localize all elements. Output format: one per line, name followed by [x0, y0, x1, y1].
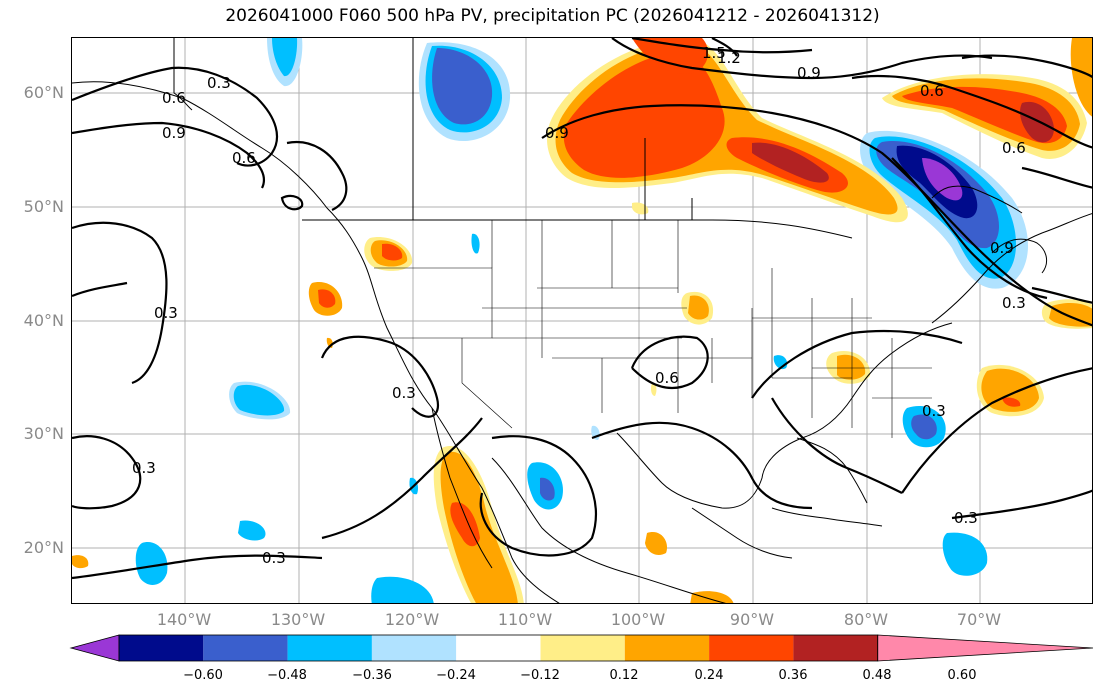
contour-label: 1.2	[717, 49, 741, 67]
colorbar-segment	[793, 635, 878, 661]
lon-label-70w: 70°W	[956, 610, 1002, 629]
colorbar-label: 0.48	[862, 668, 892, 683]
contour-label: 0.9	[797, 64, 821, 82]
colorbar-label: 0.12	[609, 668, 639, 683]
lon-label-90w: 90°W	[729, 610, 775, 629]
colorbar-segment	[877, 634, 1094, 662]
lat-label-40n: 40°N	[23, 311, 64, 330]
contour-label: 0.3	[262, 549, 286, 567]
contour-label: 0.3	[922, 402, 946, 420]
map-canvas: 0.3 0.6 0.9 1.2 1.5 0.9 0.6 0.9 0.3 0.3 …	[72, 38, 1092, 603]
map-panel: 0.3 0.6 0.9 1.2 1.5 0.9 0.6 0.9 0.3 0.3 …	[71, 37, 1093, 604]
lon-label-80w: 80°W	[843, 610, 889, 629]
contour-label: 0.9	[162, 124, 186, 142]
precip-positive-anomalies	[72, 38, 1092, 603]
colorbar-label: −0.60	[183, 668, 223, 683]
lon-label-100w: 100°W	[610, 610, 666, 629]
colorbar-label: 0.36	[778, 668, 808, 683]
colorbar-label: 0.24	[694, 668, 724, 683]
colorbar-label: −0.12	[520, 668, 560, 683]
lat-label-50n: 50°N	[23, 197, 64, 216]
colorbar-segment	[119, 635, 204, 661]
lon-label-110w: 110°W	[497, 610, 553, 629]
contour-label: 0.3	[132, 459, 156, 477]
contour-label: 0.6	[232, 149, 256, 167]
contour-label: 0.3	[392, 384, 416, 402]
colorbar-segment	[203, 635, 288, 661]
colorbar-segment	[624, 635, 710, 661]
colorbar-label: 0.60	[947, 668, 977, 683]
contour-label: 0.3	[954, 509, 978, 527]
lat-label-60n: 60°N	[23, 83, 64, 102]
lon-label-120w: 120°W	[384, 610, 440, 629]
contour-label: 1.5	[702, 44, 726, 62]
colorbar-segment	[287, 635, 372, 661]
colorbar-label: −0.48	[267, 668, 307, 683]
lat-label-20n: 20°N	[23, 538, 64, 557]
contour-label: 0.6	[920, 82, 944, 100]
pv-contour-labels: 0.3 0.6 0.9 1.2 1.5 0.9 0.6 0.9 0.3 0.3 …	[132, 44, 1026, 567]
contour-label: 0.6	[1002, 139, 1026, 157]
colorbar-segment	[709, 635, 794, 661]
colorbar-outline	[118, 634, 879, 662]
colorbar	[69, 634, 1094, 662]
state-borders	[374, 220, 932, 438]
colorbar-segments	[69, 634, 1094, 662]
colorbar-label: −0.24	[436, 668, 476, 683]
colorbar-segment	[371, 635, 457, 661]
colorbar-segment	[69, 634, 120, 662]
geography	[72, 38, 1092, 603]
contour-label: 0.6	[162, 89, 186, 107]
colorbar-segment	[540, 635, 625, 661]
pv-contours	[72, 38, 1092, 580]
contour-label: 0.3	[154, 304, 178, 322]
contour-label: 0.6	[655, 369, 679, 387]
contour-label: 0.9	[990, 239, 1014, 257]
map-title: 2026041000 F060 500 hPa PV, precipitatio…	[225, 6, 880, 26]
lat-label-30n: 30°N	[23, 424, 64, 443]
contour-label: 0.9	[545, 124, 569, 142]
lon-label-140w: 140°W	[156, 610, 212, 629]
contour-label: 0.3	[207, 74, 231, 92]
lon-label-130w: 130°W	[270, 610, 326, 629]
colorbar-label: −0.36	[352, 668, 392, 683]
contour-label: 0.3	[1002, 294, 1026, 312]
colorbar-segment	[456, 635, 541, 661]
